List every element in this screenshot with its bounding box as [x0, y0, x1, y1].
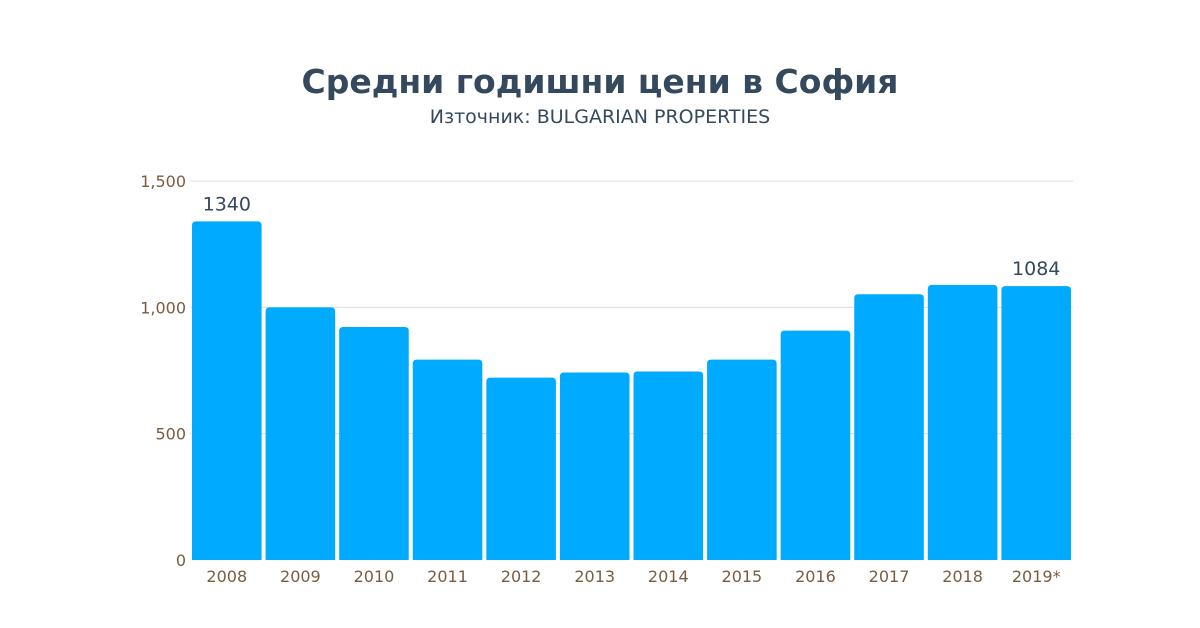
x-tick-label: 2012 — [501, 567, 542, 586]
x-tick-label: 2019* — [1012, 567, 1061, 586]
y-tick-label: 500 — [155, 425, 186, 444]
data-label: 1084 — [1012, 258, 1060, 280]
x-tick-label: 2010 — [354, 567, 395, 586]
x-tick-label: 2015 — [722, 567, 763, 586]
x-tick-label: 2017 — [869, 567, 910, 586]
x-tick-label: 2011 — [427, 567, 468, 586]
bar — [486, 377, 556, 560]
bar — [1001, 286, 1071, 560]
data-label: 1340 — [203, 193, 251, 215]
bar — [927, 284, 998, 560]
x-tick-label: 2014 — [648, 567, 689, 586]
x-tick-label: 2018 — [942, 567, 983, 586]
x-tick-label: 2009 — [280, 567, 321, 586]
bar — [780, 330, 851, 560]
bar — [339, 327, 409, 560]
x-tick-label: 2016 — [795, 567, 836, 586]
bar — [412, 359, 483, 560]
chart-title: Средни годишни цени в София — [301, 62, 899, 101]
bar — [633, 371, 704, 560]
bar — [707, 359, 777, 560]
x-tick-label: 2013 — [574, 567, 615, 586]
x-tick-label: 2008 — [206, 567, 247, 586]
y-tick-label: 0 — [176, 551, 186, 570]
y-tick-label: 1,000 — [140, 298, 186, 317]
bar — [854, 294, 924, 560]
y-tick-label: 1,500 — [140, 172, 186, 191]
chart-subtitle: Източник: BULGARIAN PROPERTIES — [429, 106, 771, 128]
bar — [559, 372, 630, 560]
bar — [192, 221, 262, 560]
bar — [265, 307, 336, 560]
